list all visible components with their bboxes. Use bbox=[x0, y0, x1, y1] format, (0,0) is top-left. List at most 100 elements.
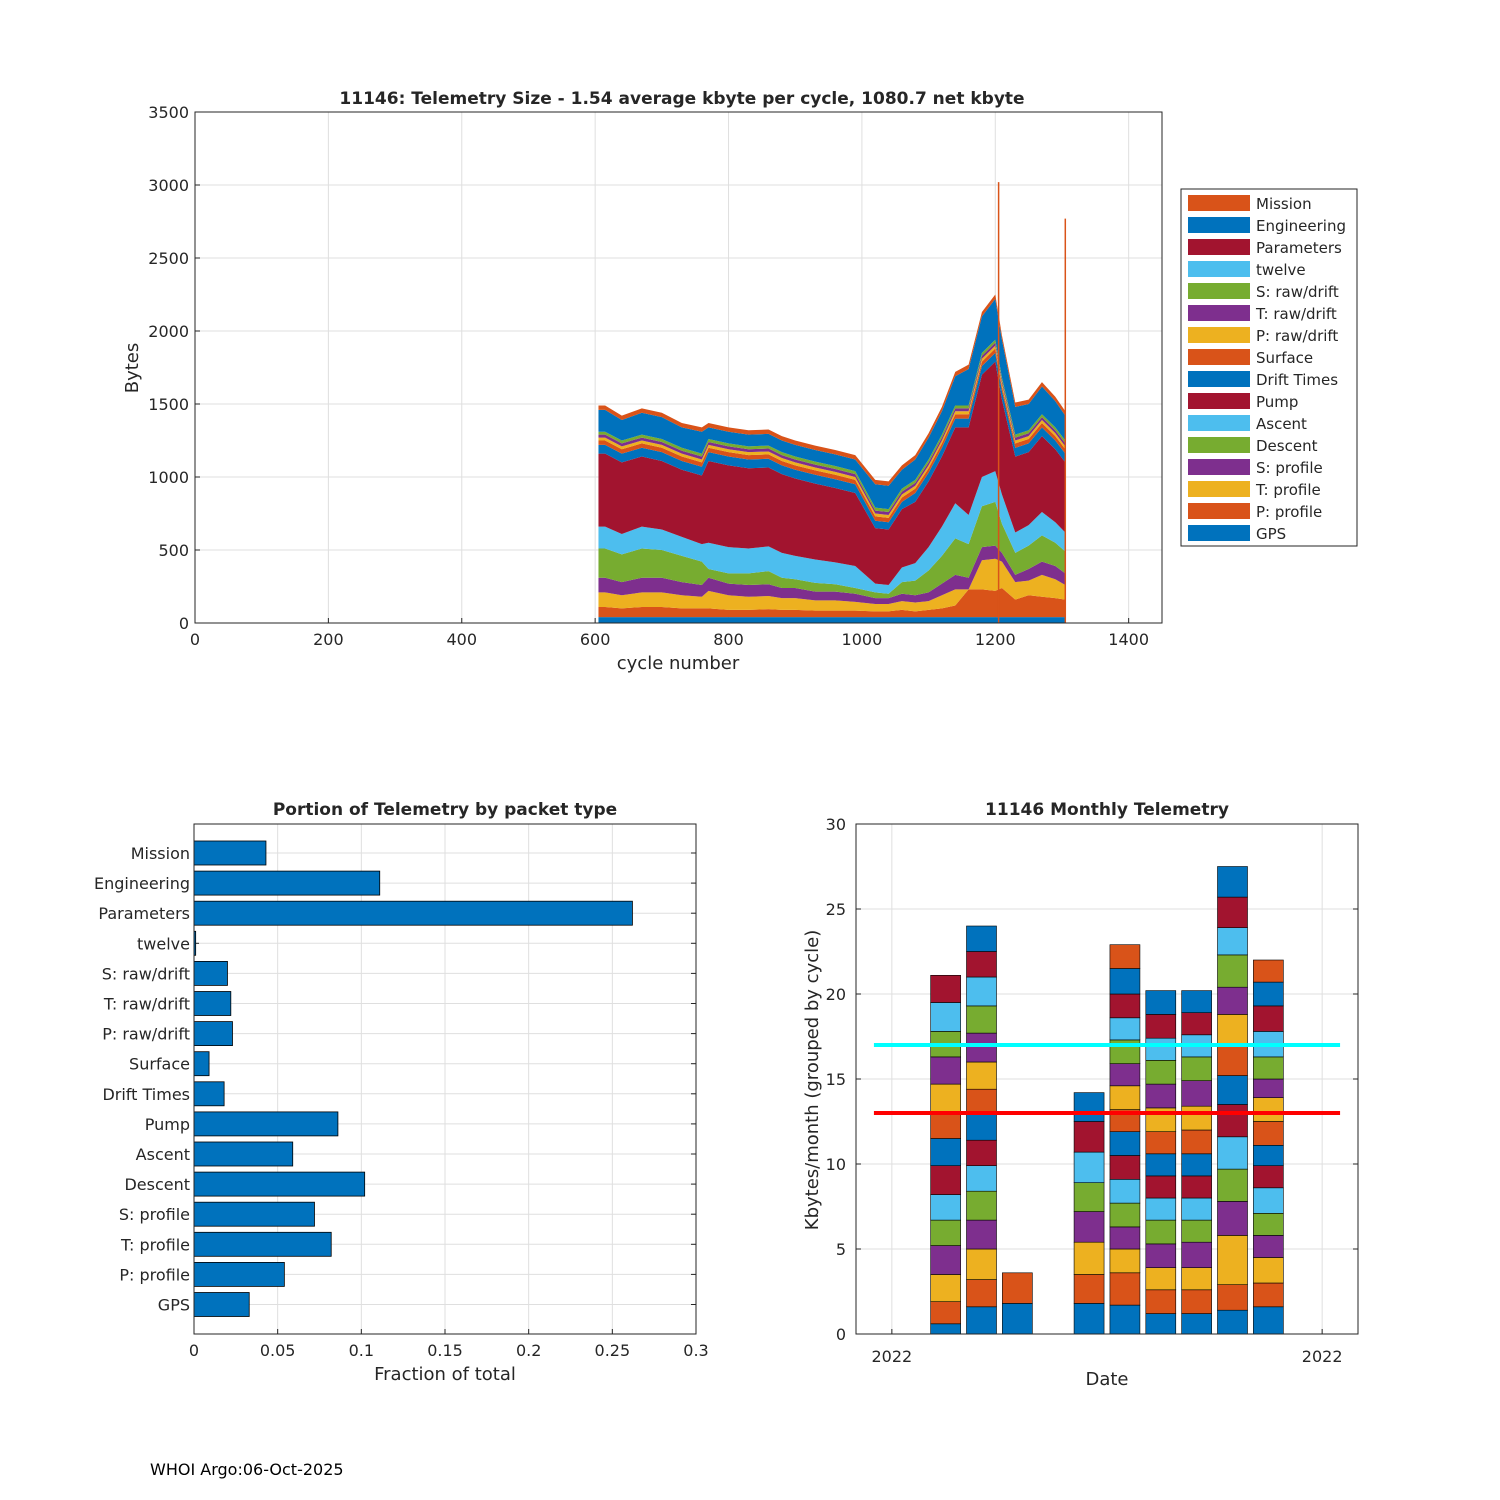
x-axis-label: Fraction of total bbox=[374, 1364, 516, 1385]
bar-segment bbox=[1253, 1097, 1284, 1122]
bar-segment bbox=[1145, 1243, 1177, 1269]
stacked-bar-series bbox=[930, 866, 1284, 1335]
bar-segment bbox=[1253, 1187, 1284, 1214]
bar-segment bbox=[1217, 1014, 1248, 1044]
x-tick-label: 2022 bbox=[1302, 1347, 1343, 1366]
bar-segment bbox=[1253, 1235, 1284, 1258]
bar-segment bbox=[1073, 1274, 1105, 1304]
bar-segment bbox=[966, 1219, 997, 1250]
chart-title: Portion of Telemetry by packet type bbox=[273, 800, 617, 820]
category-label: T: raw/drift bbox=[103, 995, 190, 1014]
bar-s-profile bbox=[193, 1201, 315, 1227]
x-axis-label: cycle number bbox=[617, 653, 740, 674]
x-tick-label: 0.1 bbox=[349, 1341, 374, 1360]
legend-label: T: profile bbox=[1255, 481, 1321, 499]
bar-segment bbox=[1181, 1175, 1212, 1199]
bar-segment bbox=[1109, 1085, 1141, 1110]
y-tick-label: 3500 bbox=[148, 103, 189, 122]
bar-segment bbox=[1217, 1284, 1248, 1311]
bar-segment bbox=[1145, 1313, 1177, 1335]
bar-segment bbox=[1181, 1056, 1212, 1082]
bar-ascent bbox=[193, 1141, 294, 1167]
y-tick-label: 2000 bbox=[148, 322, 189, 341]
y-tick-label: 10 bbox=[826, 1155, 846, 1174]
bar-segment bbox=[1181, 1241, 1212, 1268]
legend-label: Ascent bbox=[1256, 415, 1307, 433]
bar-s-raw-drift bbox=[193, 961, 228, 986]
bar-segment bbox=[1145, 1014, 1177, 1039]
x-tick-label: 400 bbox=[446, 630, 477, 649]
bar-segment bbox=[930, 1165, 961, 1195]
legend-label: S: raw/drift bbox=[1256, 283, 1339, 301]
bar-segment bbox=[1109, 1226, 1141, 1250]
bar-segment bbox=[1145, 1153, 1177, 1177]
bar-segment bbox=[930, 1002, 961, 1032]
bar-segment bbox=[930, 974, 961, 1003]
bar-segment bbox=[1073, 1182, 1105, 1212]
legend-swatch bbox=[1188, 195, 1250, 211]
bar-segment bbox=[930, 1301, 961, 1325]
bar-segment bbox=[966, 1165, 997, 1192]
bar-segment bbox=[1217, 1168, 1248, 1202]
bar-segment bbox=[966, 1139, 997, 1166]
bar-segment bbox=[1253, 1121, 1284, 1146]
legend: Mission Engineering Parameters twelve S: raw… bbox=[1180, 188, 1358, 547]
axes-box bbox=[855, 823, 1359, 1335]
y-tick-label: 5 bbox=[836, 1240, 846, 1259]
x-tick-label: 1000 bbox=[842, 630, 883, 649]
category-label: T: profile bbox=[120, 1235, 190, 1254]
area-ascent bbox=[598, 471, 1066, 594]
y-axis-label: Kbytes/month (grouped by cycle) bbox=[802, 930, 823, 1230]
category-label: Mission bbox=[131, 844, 190, 863]
bar-segment bbox=[966, 1032, 997, 1063]
bar-segment bbox=[930, 1138, 961, 1167]
y-tick-labels: 0 500 1000 1500 2000 2500 3000 3500 bbox=[148, 103, 189, 633]
bar-segment bbox=[1253, 981, 1284, 1007]
bar-segment bbox=[1217, 1104, 1248, 1138]
category-label: S: profile bbox=[119, 1205, 190, 1224]
bar-segment bbox=[966, 1279, 997, 1308]
bar-segment bbox=[1181, 1153, 1212, 1177]
category-label: P: profile bbox=[119, 1265, 190, 1284]
x-tick-label: 1200 bbox=[975, 630, 1016, 649]
bar-segment bbox=[966, 951, 997, 978]
legend-swatch bbox=[1188, 327, 1250, 343]
category-labels: Mission Engineering Parameters twelve S: raw… bbox=[94, 844, 190, 1315]
x-tick-label: 600 bbox=[580, 630, 611, 649]
bar-segment bbox=[1109, 1063, 1141, 1087]
bar-t-profile bbox=[193, 1231, 332, 1257]
legend-label: GPS bbox=[1256, 525, 1286, 543]
area-t-profile bbox=[598, 558, 1066, 612]
bar-segment bbox=[930, 1323, 961, 1335]
bar-segment bbox=[1181, 1080, 1212, 1107]
stacked-area-series bbox=[598, 294, 1066, 623]
bar-segment bbox=[1109, 1017, 1141, 1041]
legend-label: S: profile bbox=[1256, 459, 1323, 477]
bar-segment bbox=[966, 1005, 997, 1034]
bar-segment bbox=[1002, 1303, 1033, 1335]
x-tick-label: 0.05 bbox=[260, 1341, 296, 1360]
bar-segment bbox=[1109, 968, 1141, 995]
category-label: GPS bbox=[158, 1296, 190, 1315]
bar-segment bbox=[1073, 1211, 1105, 1243]
y-tick-label: 1000 bbox=[148, 468, 189, 487]
bar-segment bbox=[1181, 1219, 1212, 1243]
axes-box bbox=[194, 111, 1163, 624]
bar-segment bbox=[966, 1088, 997, 1115]
y-tick-label: 2500 bbox=[148, 249, 189, 268]
legend-label: Parameters bbox=[1256, 239, 1342, 257]
area-gps bbox=[598, 617, 1066, 623]
chart-title: 11146 Monthly Telemetry bbox=[985, 800, 1229, 820]
y-tick-label: 0 bbox=[836, 1325, 846, 1344]
bar-segment bbox=[930, 1056, 961, 1085]
footer-stamp: WHOI Argo:06-Oct-2025 bbox=[150, 1460, 344, 1479]
x-tick-label: 0.15 bbox=[427, 1341, 463, 1360]
bar-segment bbox=[966, 1114, 997, 1141]
bar-segment bbox=[930, 1245, 961, 1275]
bar-segment bbox=[1217, 986, 1248, 1015]
y-tick-label: 500 bbox=[158, 541, 189, 560]
y-tick-label: 3000 bbox=[148, 176, 189, 195]
legend-label: T: raw/drift bbox=[1255, 305, 1337, 323]
axes-box bbox=[193, 823, 697, 1335]
category-label: Drift Times bbox=[102, 1085, 190, 1104]
